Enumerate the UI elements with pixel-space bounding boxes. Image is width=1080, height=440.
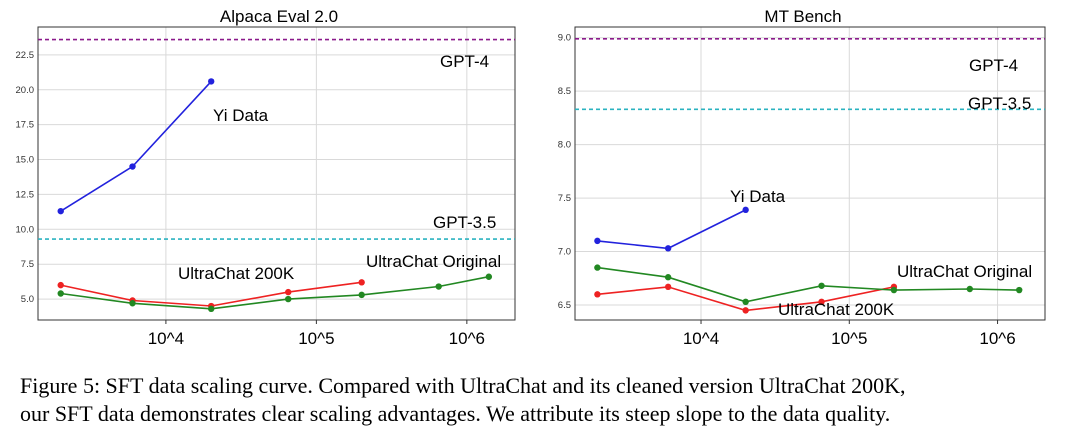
series-label: UltraChat 200K: [178, 264, 295, 283]
data-point: [285, 295, 292, 303]
y-tick-label: 17.5: [16, 120, 35, 131]
data-point: [742, 307, 749, 314]
series-label: UltraChat 200K: [778, 300, 895, 319]
caption-line-2: our SFT data demonstrates clear scaling …: [20, 401, 891, 426]
plot-frame: [37, 26, 516, 321]
data-point: [664, 283, 672, 291]
y-tick-label: 6.5: [558, 300, 571, 311]
data-point: [664, 245, 672, 252]
y-tick-label: 9.0: [558, 33, 571, 44]
reference-line-label: GPT-3.5: [433, 213, 496, 232]
x-tick-label: 10^4: [148, 329, 184, 348]
figure: 5.0 7.5 10.0 12.5 15.0 17.5 20.0 22.5 10^4 10^5 10…: [16, 7, 1046, 348]
x-tick-label: 10^4: [683, 329, 719, 348]
y-tick-label: 7.0: [558, 247, 571, 258]
data-point: [57, 290, 64, 297]
series-label: UltraChat Original: [897, 262, 1032, 281]
data-point: [742, 298, 749, 306]
reference-line-label: GPT-4: [969, 56, 1018, 75]
data-point: [358, 291, 365, 299]
series-label: Yi Data: [730, 187, 786, 206]
chart-title: Alpaca Eval 2.0: [220, 7, 338, 26]
reference-line-label: GPT-4: [440, 52, 489, 71]
data-point: [818, 282, 825, 289]
series-label: UltraChat Original: [366, 252, 501, 271]
data-point: [594, 291, 601, 298]
plot-frame: [574, 26, 1046, 321]
x-tick-label: 10^6: [449, 329, 485, 348]
data-point: [664, 274, 672, 281]
data-point: [285, 288, 292, 296]
plot-area: [575, 27, 1045, 320]
y-tick-label: 7.5: [558, 193, 571, 204]
y-tick-label: 5.0: [21, 294, 34, 305]
x-tick-label: 10^6: [979, 329, 1015, 348]
data-point: [57, 207, 64, 215]
chart-panel-1: 5.0 7.5 10.0 12.5 15.0 17.5 20.0 22.5 10^4 10^5 10…: [16, 7, 516, 348]
data-point: [594, 237, 601, 245]
y-tick-label: 8.5: [558, 86, 571, 97]
series-label: Yi Data: [213, 106, 269, 125]
data-point: [207, 305, 215, 313]
data-point: [57, 281, 64, 289]
y-tick-label: 8.0: [558, 140, 571, 151]
data-point: [966, 285, 974, 293]
reference-line-label: GPT-3.5: [968, 94, 1031, 113]
data-point: [358, 279, 365, 286]
data-point: [742, 206, 749, 214]
data-point: [890, 286, 898, 294]
figure-caption: Figure 5: SFT data scaling curve. Compar…: [20, 372, 1065, 428]
data-point: [594, 264, 601, 271]
data-point: [435, 283, 442, 290]
plot-area: [38, 27, 515, 320]
x-tick-label: 10^5: [298, 329, 334, 348]
x-tick-label: 10^5: [831, 329, 867, 348]
caption-line-1: Figure 5: SFT data scaling curve. Compar…: [20, 373, 906, 398]
y-tick-label: 22.5: [16, 50, 35, 61]
data-point: [129, 300, 136, 307]
chart-title: MT Bench: [764, 7, 841, 26]
y-tick-label: 12.5: [16, 189, 35, 200]
data-point: [129, 163, 136, 170]
y-tick-label: 10.0: [16, 224, 35, 235]
data-point: [485, 273, 493, 280]
data-point: [818, 298, 825, 306]
y-tick-label: 20.0: [16, 85, 35, 96]
y-tick-label: 15.0: [16, 155, 35, 166]
y-tick-label: 7.5: [21, 259, 34, 270]
data-point: [1016, 286, 1023, 294]
chart-panel-2: 6.5 7.0 7.5 8.0 8.5 9.0 10^4 10^5 10^6 MT Bench GP…: [558, 7, 1046, 348]
data-point: [207, 78, 215, 85]
